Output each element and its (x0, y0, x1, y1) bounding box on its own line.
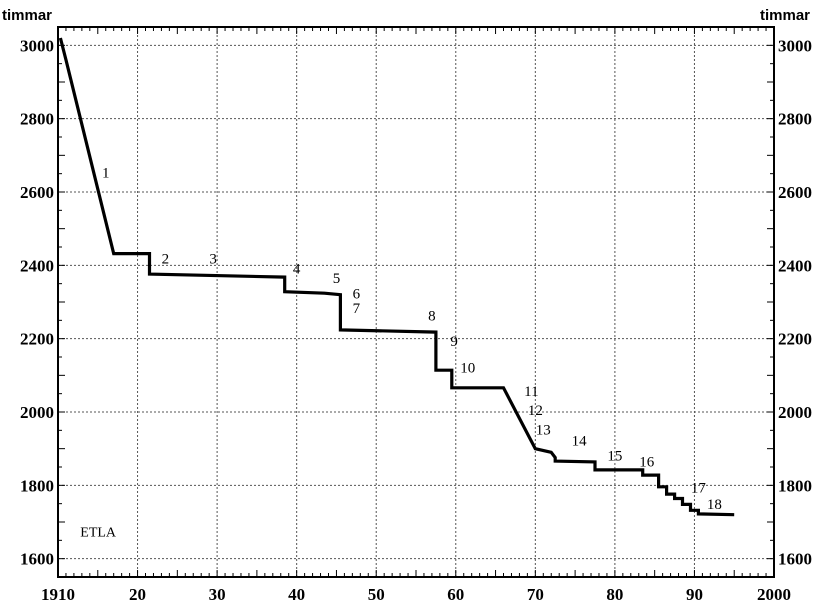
annotation-label: 3 (209, 252, 217, 268)
annotation-label: 11 (524, 384, 538, 400)
y-unit-right: timmar (760, 7, 810, 24)
y-tick-label-right: 2000 (778, 403, 812, 422)
x-tick-label: 1910 (41, 585, 75, 604)
y-tick-label-left: 2800 (20, 110, 54, 129)
x-tick-label: 60 (447, 585, 464, 604)
y-tick-label-right: 2800 (778, 110, 812, 129)
annotation-label: 15 (607, 448, 622, 464)
y-tick-label-left: 2600 (20, 183, 54, 202)
annotation-label: 17 (691, 481, 707, 497)
y-tick-label-left: 2400 (20, 256, 54, 275)
x-tick-labels: 1910 20 30 40 50 60 70 80 90 2000 (41, 585, 791, 604)
annotation-label: 16 (639, 454, 655, 470)
plot-frame (57, 26, 775, 578)
x-tick-label: 70 (527, 585, 544, 604)
grid (58, 27, 774, 577)
y-tick-label-left: 2000 (20, 403, 54, 422)
annotation-label: 14 (572, 434, 588, 450)
x-tick-label: 20 (129, 585, 146, 604)
annotation-label: 4 (293, 261, 301, 277)
x-tick-label: 30 (209, 585, 226, 604)
x-tick-label: 2000 (757, 585, 791, 604)
y-tick-labels: 1600 1600 1800 1800 2000 2000 2200 2200 2400 2400… (20, 36, 812, 568)
annotation-label: 5 (333, 271, 341, 287)
y-tick-label-left: 1800 (20, 476, 54, 495)
annotation-label: 1 (102, 165, 110, 181)
annotation-label: 7 (353, 301, 361, 317)
annotation-label: 13 (536, 423, 551, 439)
source-label: ETLA (80, 526, 117, 541)
y-tick-label-right: 1800 (778, 476, 812, 495)
series-layer (58, 37, 735, 517)
annotation-label: 12 (528, 403, 543, 419)
annotation-label: 9 (450, 334, 458, 350)
y-tick-label-right: 1600 (778, 550, 812, 569)
x-tick-label: 90 (686, 585, 703, 604)
annotation-label: 10 (460, 360, 475, 376)
y-unit-left: timmar (2, 7, 52, 24)
annotation-label: 8 (428, 308, 436, 324)
y-tick-label-left: 2200 (20, 330, 54, 349)
x-tick-label: 50 (368, 585, 385, 604)
annotation-label: 6 (353, 286, 361, 302)
y-tick-label-right: 2200 (778, 330, 812, 349)
annotation-label: 18 (707, 497, 722, 513)
x-tick-label: 40 (288, 585, 305, 604)
annotation-label: 2 (162, 252, 170, 268)
y-tick-label-left: 3000 (20, 36, 54, 55)
series-line-0 (58, 37, 735, 517)
x-tick-label: 80 (606, 585, 623, 604)
y-tick-label-right: 3000 (778, 36, 812, 55)
y-tick-label-right: 2600 (778, 183, 812, 202)
y-tick-label-left: 1600 (20, 550, 54, 569)
y-tick-label-right: 2400 (778, 256, 812, 275)
